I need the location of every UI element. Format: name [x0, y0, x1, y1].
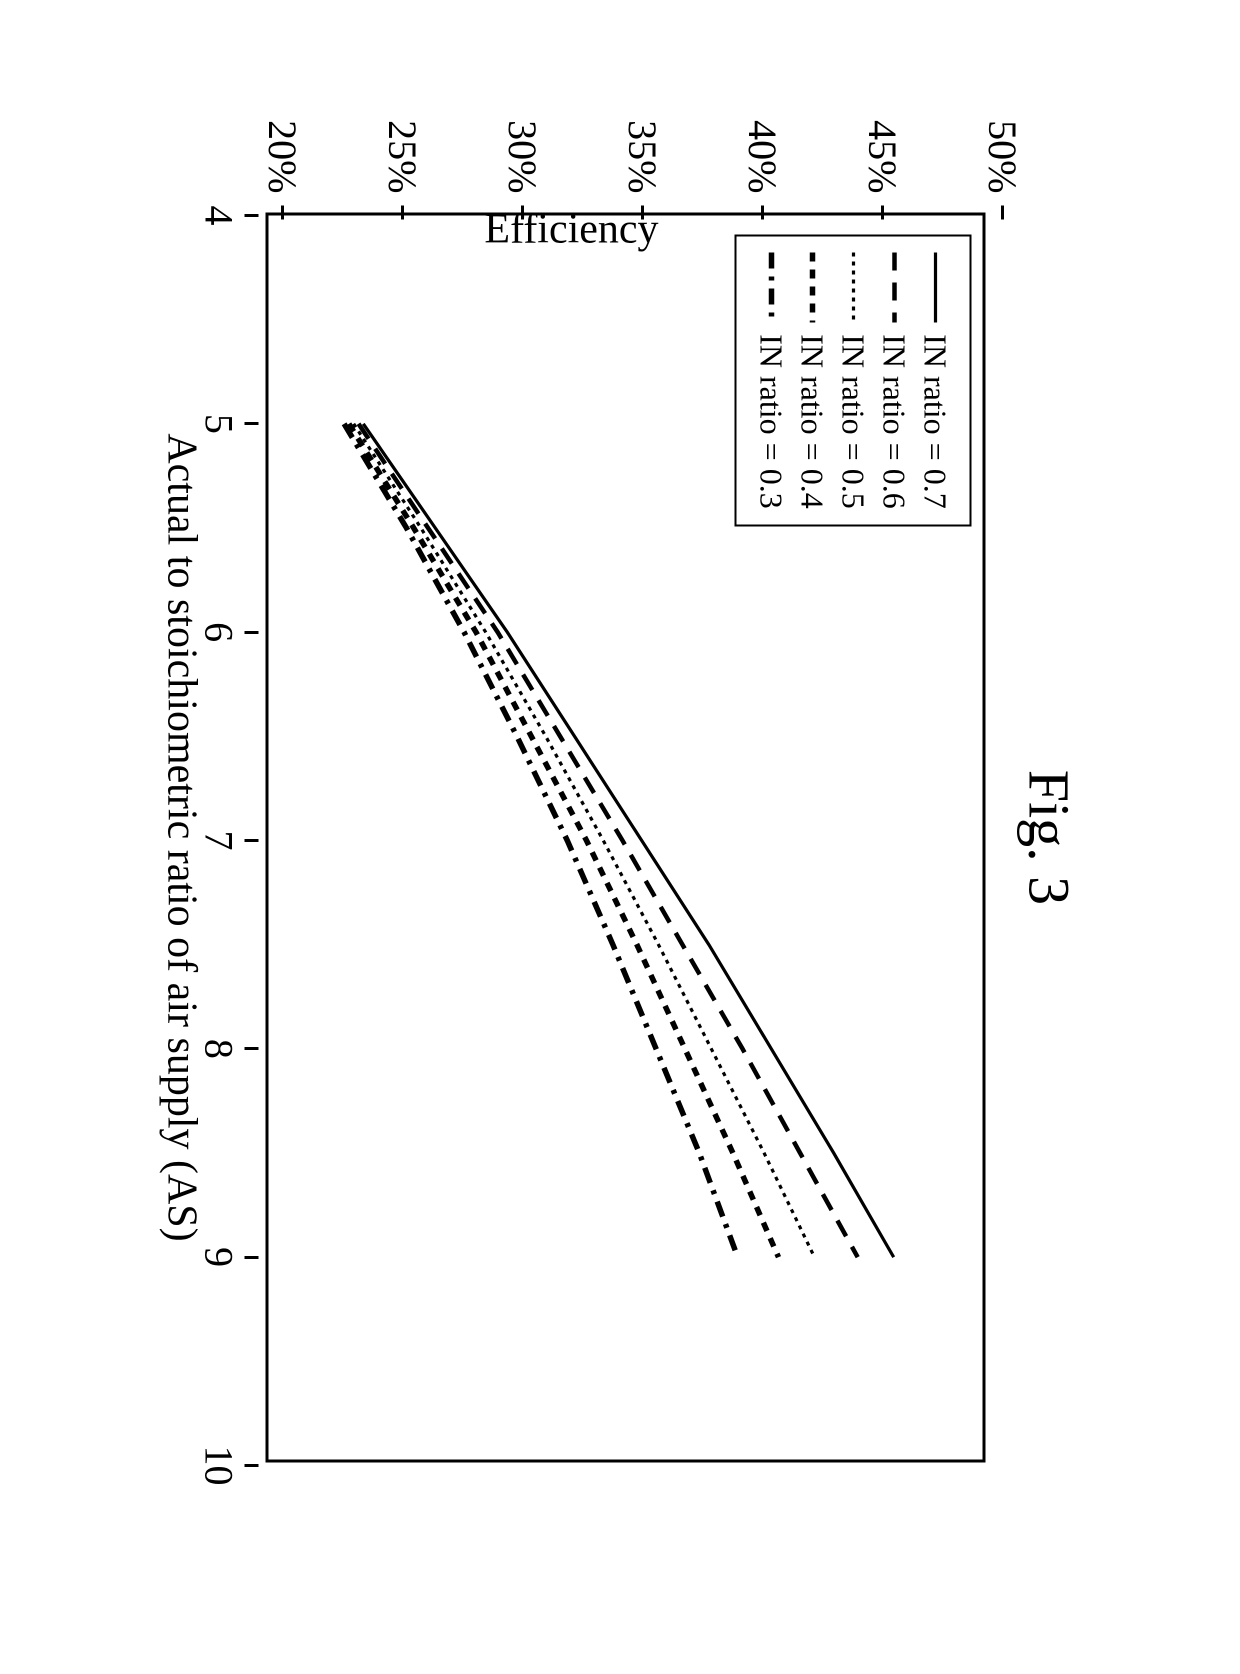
- x-tick-label: 8: [196, 1038, 243, 1058]
- legend-item: IN ratio = 0.7: [917, 252, 954, 508]
- y-tick-label: 30%: [499, 120, 546, 193]
- legend-label: IN ratio = 0.3: [753, 334, 790, 508]
- legend-item: IN ratio = 0.4: [794, 252, 831, 508]
- legend-item: IN ratio = 0.3: [753, 252, 790, 508]
- x-tick-label: 6: [196, 622, 243, 642]
- y-tick-label: 45%: [859, 120, 906, 193]
- y-tick-label: 20%: [259, 120, 306, 193]
- y-tick-label: 25%: [379, 120, 426, 193]
- y-tick-label: 35%: [619, 120, 666, 193]
- plot-frame: IN ratio = 0.7IN ratio = 0.6IN ratio = 0…: [266, 212, 986, 1462]
- y-tick-label: 50%: [979, 120, 1026, 193]
- figure-title: Fig. 3: [1016, 769, 1083, 904]
- legend-label: IN ratio = 0.5: [835, 334, 872, 508]
- chart-area: Efficiency IN ratio = 0.7IN ratio = 0.6I…: [158, 212, 986, 1462]
- x-tick-label: 10: [196, 1445, 243, 1485]
- x-tick-label: 5: [196, 413, 243, 433]
- x-ticks: 45678910: [209, 215, 259, 1459]
- legend-item: IN ratio = 0.5: [835, 252, 872, 508]
- y-tick-label: 40%: [739, 120, 786, 193]
- series-line: [349, 423, 779, 1256]
- y-ticks: 20%25%30%35%40%45%50%: [249, 95, 1003, 205]
- x-tick-label: 7: [196, 830, 243, 850]
- legend-label: IN ratio = 0.6: [876, 334, 913, 508]
- rotated-chart-wrapper: Fig. 3 Efficiency IN ratio = 0.7IN ratio…: [158, 212, 1083, 1462]
- legend-item: IN ratio = 0.6: [876, 252, 913, 508]
- legend-label: IN ratio = 0.7: [917, 334, 954, 508]
- x-tick-label: 9: [196, 1247, 243, 1267]
- x-tick-label: 4: [196, 205, 243, 225]
- legend: IN ratio = 0.7IN ratio = 0.6IN ratio = 0…: [735, 234, 972, 526]
- legend-label: IN ratio = 0.4: [794, 334, 831, 508]
- series-line: [344, 423, 738, 1256]
- page: Fig. 3 Efficiency IN ratio = 0.7IN ratio…: [0, 0, 1240, 1674]
